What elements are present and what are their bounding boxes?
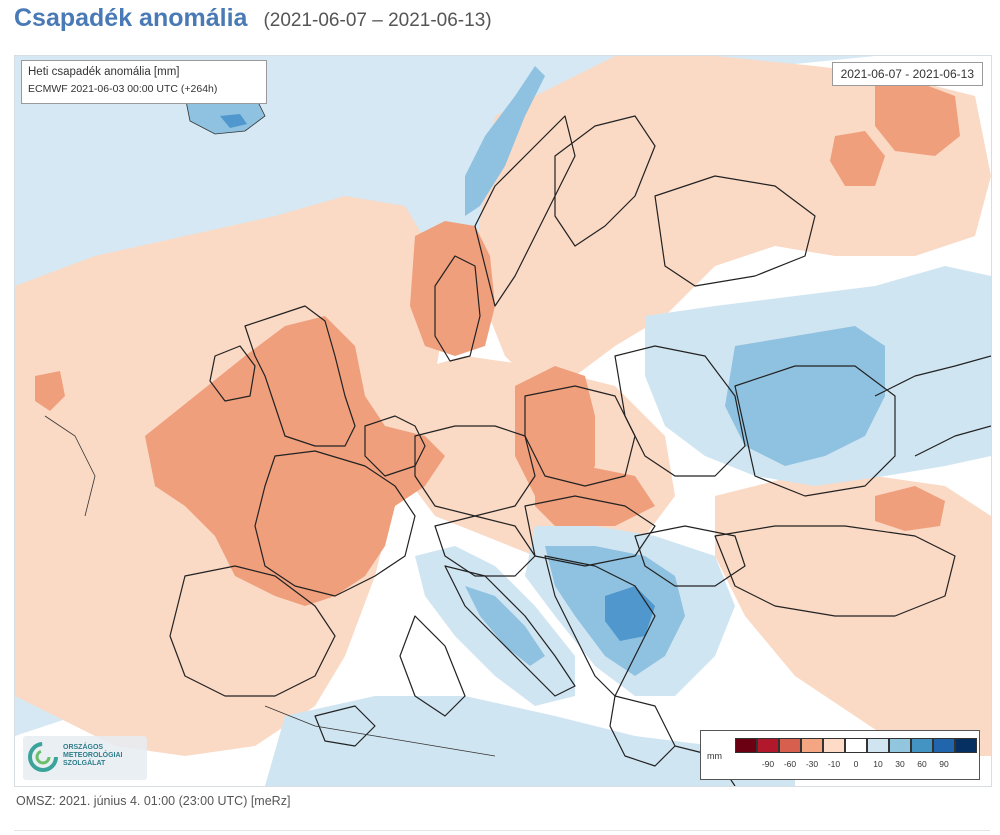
legend-swatch (889, 738, 911, 753)
omsz-logo-text: ORSZÁGOS METEOROLÓGIAI SZOLGÁLAT (63, 744, 123, 767)
omsz-logo: ORSZÁGOS METEOROLÓGIAI SZOLGÁLAT (23, 736, 147, 780)
page-title: Csapadék anomália (14, 4, 248, 32)
legend-swatch (867, 738, 889, 753)
legend-swatch (955, 738, 977, 753)
legend-swatch (933, 738, 955, 753)
legend-swatches (735, 738, 977, 753)
legend-tick-label: 60 (917, 759, 927, 769)
map-info-box: Heti csapadék anomália [mm] ECMWF 2021-0… (21, 60, 267, 104)
map-info-model-run: ECMWF 2021-06-03 00:00 UTC (+264h) (28, 83, 218, 95)
legend-tick-label: -90 (761, 759, 775, 769)
page-date-range: (2021-06-07 – 2021-06-13) (263, 10, 492, 31)
omsz-logo-icon (28, 742, 58, 772)
page-header: Csapadék anomália (2021-06-07 – 2021-06-… (14, 4, 492, 36)
anomaly-dark-blue-greece (605, 586, 655, 641)
map-date-label: 2021-06-07 - 2021-06-13 (831, 62, 983, 86)
legend-tick-label: 30 (895, 759, 905, 769)
color-legend: mm -90 -60 -30 -10 0 10 30 60 90 (700, 730, 980, 780)
anomaly-red-russia (830, 81, 960, 186)
legend-tick-label: 0 (853, 759, 859, 769)
legend-swatch (845, 738, 867, 753)
anomaly-blue-norway (465, 66, 545, 216)
legend-ticks: -90 -60 -30 -10 0 10 30 60 90 (735, 759, 977, 773)
legend-tick-label: 90 (939, 759, 949, 769)
legend-swatch (801, 738, 823, 753)
anomaly-blue-italy (465, 586, 545, 666)
anomaly-light-blue-med (265, 696, 795, 786)
anomaly-red-poland (515, 366, 595, 496)
legend-swatch (823, 738, 845, 753)
west-patch (35, 371, 65, 411)
footer-divider (14, 830, 990, 831)
legend-tick-label: -30 (805, 759, 819, 769)
map-info-title: Heti csapadék anomália [mm] (28, 66, 180, 78)
legend-unit: mm (707, 751, 722, 761)
legend-tick-label: -10 (827, 759, 841, 769)
legend-tick-label: -60 (783, 759, 797, 769)
legend-swatch (779, 738, 801, 753)
anomaly-red-caucasus (875, 486, 945, 531)
anomaly-red-france (145, 316, 445, 606)
anomaly-map[interactable]: Heti csapadék anomália [mm] ECMWF 2021-0… (14, 55, 992, 787)
legend-swatch (911, 738, 933, 753)
map-canvas (15, 56, 991, 786)
footer-timestamp: OMSZ: 2021. június 4. 01:00 (23:00 UTC) … (16, 794, 291, 808)
anomaly-blue-ukraine (725, 326, 885, 466)
iceland-dark (220, 114, 247, 128)
legend-swatch (757, 738, 779, 753)
country-borders (169, 115, 991, 786)
anomaly-red-scandinavia (410, 221, 495, 356)
legend-swatch (735, 738, 757, 753)
legend-tick-label: 10 (873, 759, 883, 769)
